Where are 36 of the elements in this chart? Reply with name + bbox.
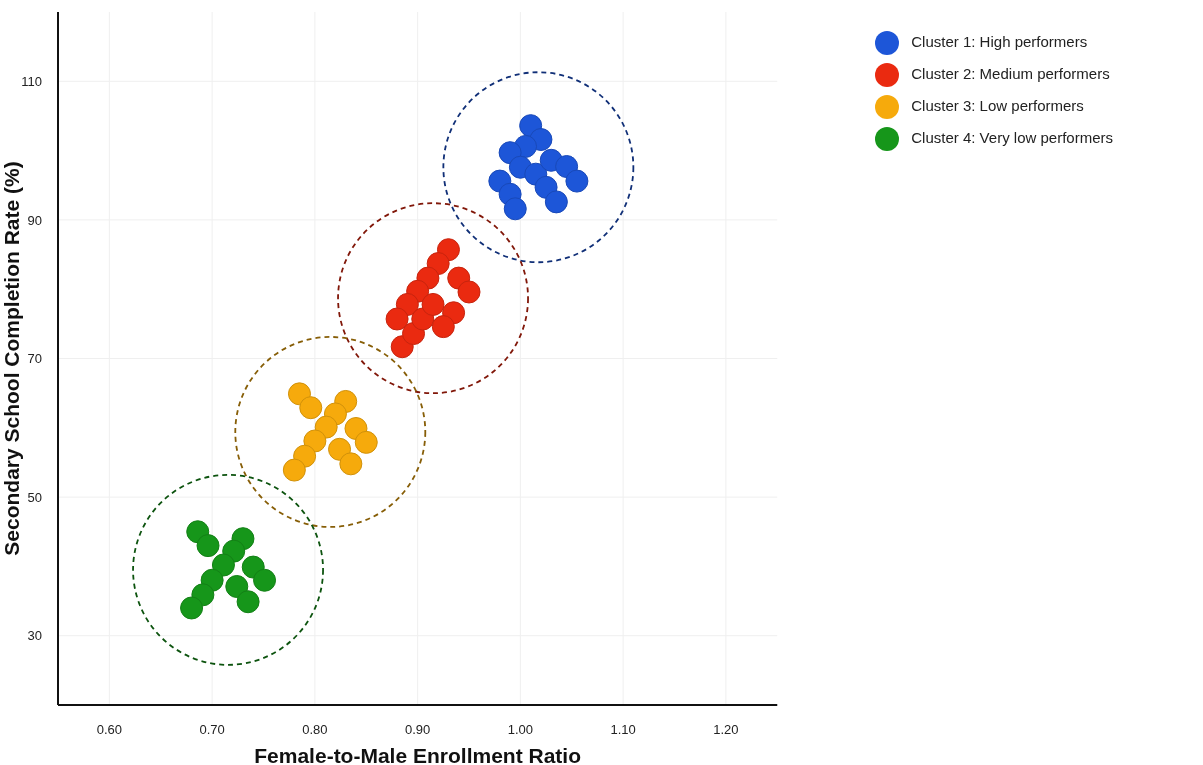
point <box>544 190 568 214</box>
point <box>196 534 220 558</box>
y-tick-label: 70 <box>27 351 42 367</box>
point <box>421 292 445 316</box>
legend-label: Cluster 1: High performers <box>911 33 1088 50</box>
x-axis-title: Female-to-Male Enrollment Ratio <box>254 744 581 765</box>
y-axis-title: Secondary School Completion Rate (%) <box>0 161 24 556</box>
x-tick-label: 0.60 <box>96 722 123 738</box>
x-tick-label: 0.70 <box>199 722 225 738</box>
y-tick-label: 90 <box>27 212 42 228</box>
y-tick-label: 30 <box>27 628 42 644</box>
point <box>180 596 204 620</box>
point <box>339 452 363 476</box>
point <box>253 568 277 592</box>
x-tick-label: 1.10 <box>610 722 636 738</box>
x-tick-label: 0.80 <box>302 722 328 738</box>
point <box>211 553 235 577</box>
x-tick-label: 0.90 <box>404 722 431 738</box>
point <box>565 169 589 193</box>
point <box>354 430 378 454</box>
legend-label: Cluster 2: Medium performers <box>911 65 1110 82</box>
legend-label: Cluster 4: Very low performers <box>911 129 1113 146</box>
legend-label: Cluster 3: Low performers <box>911 97 1084 114</box>
point <box>282 458 306 482</box>
point <box>503 197 527 221</box>
point <box>457 280 481 304</box>
point <box>303 429 327 453</box>
point <box>236 590 260 614</box>
x-tick-label: 1.00 <box>507 722 534 738</box>
x-tick-label: 1.20 <box>713 722 739 738</box>
point <box>299 396 323 420</box>
point <box>225 575 249 598</box>
point <box>431 315 455 339</box>
y-tick-label: 50 <box>27 489 42 505</box>
y-tick-label: 110 <box>21 73 42 89</box>
point <box>385 307 409 331</box>
